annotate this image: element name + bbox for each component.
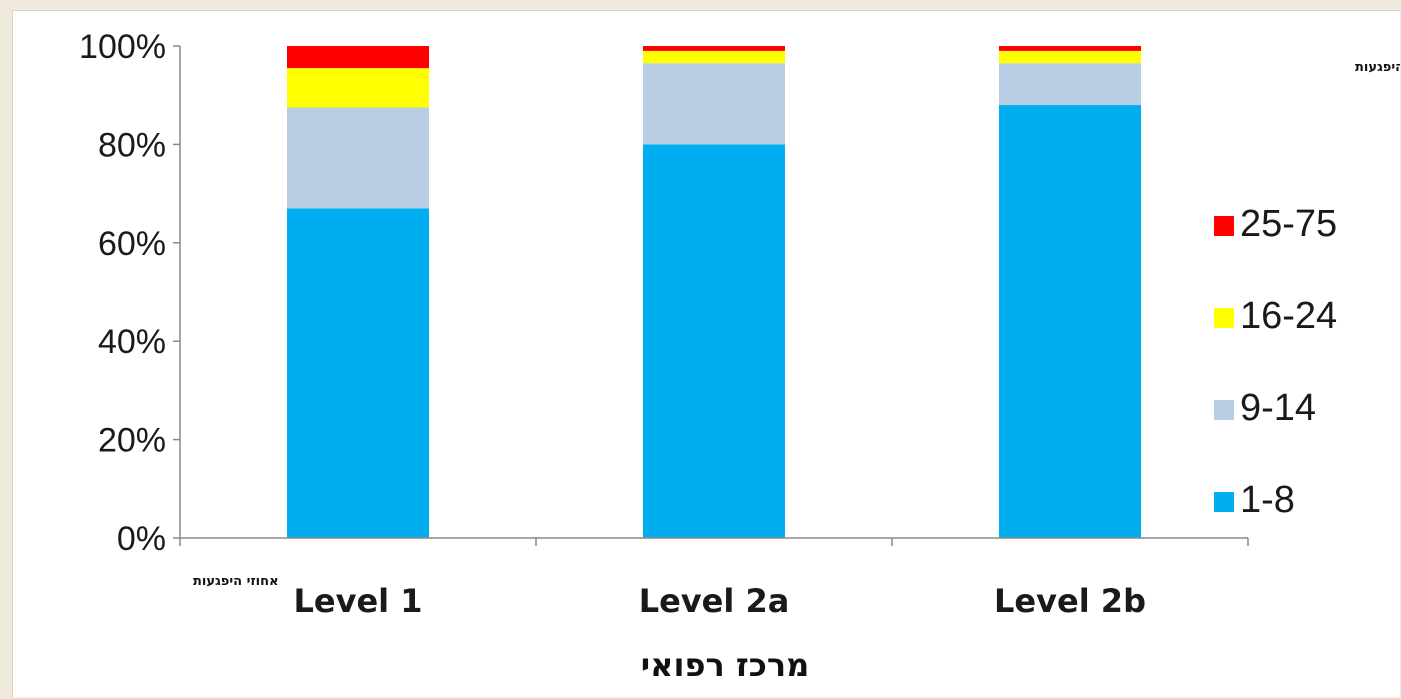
axes-group — [179, 46, 1248, 539]
x-tick-label: Level 1 — [293, 582, 422, 620]
legend-label: 1-8 — [1240, 479, 1295, 521]
y-ticks-group: 0% 20% 40% 60% 80% 100% — [79, 28, 180, 558]
legend-label: 9-14 — [1240, 387, 1316, 429]
lower-label-panel — [13, 556, 201, 697]
y-axis-title: אחוזי היפגעות — [193, 574, 279, 589]
legend-swatch — [1214, 308, 1234, 328]
legend-group: 25-75 16-24 9-14 1-8 — [1214, 203, 1337, 521]
chart-frame: 0% 20% 40% 60% 80% 100% Level 1 Level 2a Level … — [12, 10, 1400, 697]
bar-segment-2-4 — [643, 46, 785, 51]
bar-segment-1-3 — [287, 68, 429, 108]
bar-segment-2-3 — [643, 50, 785, 64]
y-tick-label: 0% — [117, 520, 166, 558]
bar-segment-2-1 — [643, 144, 785, 538]
legend-swatch — [1214, 492, 1234, 512]
x-tick-label: Level 2a — [639, 582, 790, 620]
bar-segment-3-1 — [999, 105, 1141, 538]
y-tick-label: 40% — [98, 323, 166, 361]
stacked-bar-chart: 0%20%40%60%80%100% Level 1 Level 2a Level … — [13, 28, 1400, 697]
bar-segment-3-2 — [999, 63, 1141, 106]
legend-swatch — [1214, 216, 1234, 236]
legend-swatch — [1214, 400, 1234, 420]
bar-segment-3-4 — [999, 46, 1141, 51]
legend-label: 16-24 — [1240, 295, 1337, 337]
y-tick-label: 80% — [98, 126, 166, 164]
x-ticks-group: Level 1 Level 2a Level 2b — [179, 538, 1249, 620]
x-axis-title: מרכז רפואי — [641, 646, 810, 684]
x-tick-label: Level 2b — [994, 582, 1146, 620]
legend-label: 25-75 — [1240, 203, 1337, 245]
y-tick-label: 20% — [98, 422, 166, 460]
bar-segment-3-3 — [999, 50, 1141, 64]
y-tick-label: 60% — [98, 225, 166, 263]
bars-group — [287, 46, 1141, 539]
bar-segment-1-1 — [287, 208, 429, 539]
y-tick-label: 100% — [79, 28, 166, 66]
legend-title: דרגת ההיפגעות — [1355, 60, 1400, 75]
bar-segment-2-2 — [643, 63, 785, 145]
bar-segment-1-4 — [287, 46, 429, 69]
bar-segment-1-2 — [287, 107, 429, 209]
